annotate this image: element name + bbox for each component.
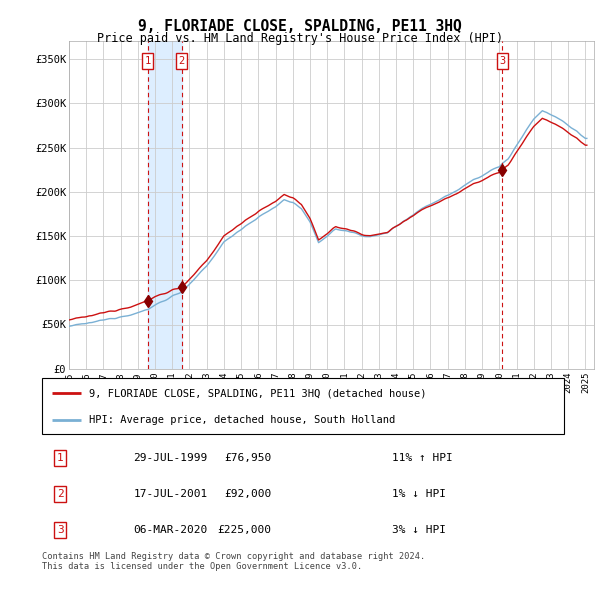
Text: 2: 2 xyxy=(178,56,185,66)
Text: 29-JUL-1999: 29-JUL-1999 xyxy=(133,453,208,463)
Text: 9, FLORIADE CLOSE, SPALDING, PE11 3HQ: 9, FLORIADE CLOSE, SPALDING, PE11 3HQ xyxy=(138,19,462,34)
Text: 1: 1 xyxy=(145,56,151,66)
Text: 17-JUL-2001: 17-JUL-2001 xyxy=(133,489,208,499)
Text: 3% ↓ HPI: 3% ↓ HPI xyxy=(392,525,446,535)
Text: Price paid vs. HM Land Registry's House Price Index (HPI): Price paid vs. HM Land Registry's House … xyxy=(97,32,503,45)
Text: 1% ↓ HPI: 1% ↓ HPI xyxy=(392,489,446,499)
Text: 11% ↑ HPI: 11% ↑ HPI xyxy=(392,453,452,463)
FancyBboxPatch shape xyxy=(42,378,564,434)
Text: £76,950: £76,950 xyxy=(224,453,272,463)
Text: £225,000: £225,000 xyxy=(218,525,272,535)
Text: Contains HM Land Registry data © Crown copyright and database right 2024.
This d: Contains HM Land Registry data © Crown c… xyxy=(42,552,425,571)
Text: HPI: Average price, detached house, South Holland: HPI: Average price, detached house, Sout… xyxy=(89,415,395,425)
Text: £92,000: £92,000 xyxy=(224,489,272,499)
Text: 3: 3 xyxy=(57,525,64,535)
Text: 9, FLORIADE CLOSE, SPALDING, PE11 3HQ (detached house): 9, FLORIADE CLOSE, SPALDING, PE11 3HQ (d… xyxy=(89,388,427,398)
Bar xyxy=(148,41,182,369)
Text: 3: 3 xyxy=(499,56,505,66)
Text: 1: 1 xyxy=(57,453,64,463)
Text: 06-MAR-2020: 06-MAR-2020 xyxy=(133,525,208,535)
Text: 2: 2 xyxy=(57,489,64,499)
